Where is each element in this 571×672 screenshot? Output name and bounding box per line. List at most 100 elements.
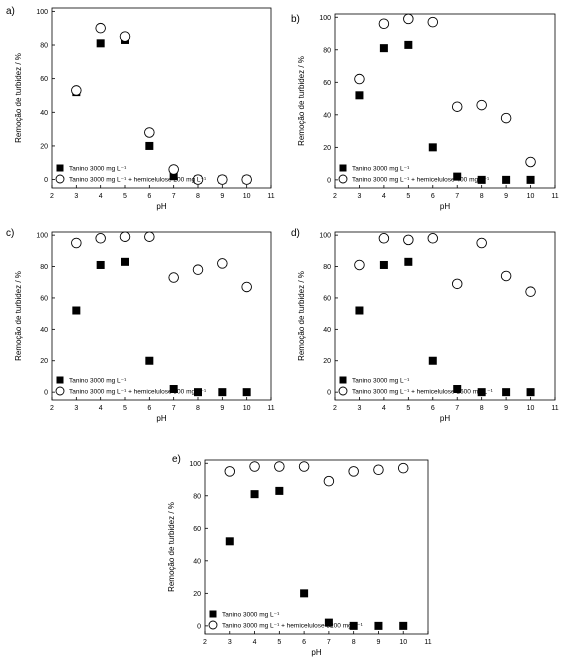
x-tick-label: 10 <box>527 405 535 412</box>
x-tick-label: 10 <box>399 639 407 646</box>
data-point-square <box>502 388 511 397</box>
x-tick-label: 11 <box>424 639 431 646</box>
data-point-square <box>453 172 462 181</box>
legend: Tanino 3000 mg L⁻¹ Tanino 3000 mg L⁻¹ + h… <box>208 610 364 630</box>
series-1 <box>355 257 535 397</box>
legend-label: Tanino 3000 mg L⁻¹ <box>352 166 410 173</box>
legend-marker-square <box>339 376 347 384</box>
legend-marker-square <box>339 164 347 172</box>
data-point-circle <box>119 231 131 242</box>
series-2 <box>224 461 409 487</box>
data-point-square <box>169 385 178 394</box>
data-point-circle <box>525 156 536 168</box>
y-tick-label: 40 <box>323 327 331 334</box>
legend-label: Tanino 3000 mg L⁻¹ <box>222 612 280 619</box>
data-point-circle <box>354 73 365 85</box>
data-point-square <box>145 356 154 365</box>
panel-label: b) <box>291 14 300 25</box>
legend-label: Tanino 3000 mg L⁻¹ + hemicelulose 800 mg… <box>69 389 207 396</box>
panel-label: a) <box>6 6 15 17</box>
y-tick-label: 40 <box>323 112 331 119</box>
data-point-circle <box>525 286 536 297</box>
y-tick-label: 20 <box>323 358 331 365</box>
plot-frame <box>204 459 429 635</box>
data-point-circle <box>168 272 179 283</box>
data-point-circle <box>298 461 310 472</box>
chart-panel-5: e) 2 3 4 5 6 7 8 9 10 11 0 20 40 60 80 100 pH Remoção de t… <box>167 454 432 657</box>
data-point-circle <box>119 31 131 42</box>
series-2 <box>354 233 536 297</box>
data-point-circle <box>378 18 390 30</box>
x-tick-label: 5 <box>277 639 281 646</box>
data-point-circle <box>95 22 106 34</box>
data-point-square <box>428 143 437 152</box>
data-point-square <box>218 388 227 397</box>
x-tick-label: 10 <box>527 193 535 200</box>
y-tick-label: 40 <box>40 110 48 117</box>
data-point-square <box>477 388 486 397</box>
legend-label: Tanino 3000 mg L⁻¹ + hemicelulose 3200 m… <box>222 623 364 630</box>
series-1 <box>72 35 251 184</box>
data-point-circle <box>71 237 82 249</box>
x-axis-title: pH <box>156 202 166 211</box>
y-tick-label: 60 <box>40 295 48 302</box>
x-tick-label: 2 <box>333 405 337 412</box>
x-tick-label: 5 <box>406 405 410 412</box>
legend-label: Tanino 3000 mg L⁻¹ <box>69 166 127 173</box>
x-tick-label: 6 <box>302 639 306 646</box>
series-1 <box>72 257 251 397</box>
data-point-circle <box>397 462 409 474</box>
data-point-circle <box>241 281 252 293</box>
x-tick-label: 10 <box>243 405 251 412</box>
y-axis-title: Remoção de turbidez / % <box>167 502 176 592</box>
x-tick-label: 9 <box>220 405 224 412</box>
x-tick-label: 11 <box>551 193 558 200</box>
data-point-circle <box>403 234 414 246</box>
data-point-circle <box>476 237 487 249</box>
series-1 <box>355 40 535 184</box>
y-tick-label: 100 <box>189 461 201 468</box>
data-point-circle <box>249 461 260 472</box>
series-2 <box>71 231 252 293</box>
x-tick-label: 5 <box>123 405 127 412</box>
y-axis-title: Remoção de turbidez / % <box>297 271 306 361</box>
y-tick-label: 0 <box>327 177 331 184</box>
y-tick-label: 60 <box>40 76 48 83</box>
legend-label: Tanino 3000 mg L⁻¹ + hemicelulose 200 mg… <box>69 177 207 184</box>
legend-marker-circle <box>208 620 218 630</box>
data-point-circle <box>451 278 463 290</box>
x-tick-label: 9 <box>504 193 508 200</box>
data-point-square <box>404 257 413 266</box>
y-tick-label: 80 <box>323 264 331 271</box>
series-2 <box>354 13 536 168</box>
plot-frame <box>334 231 556 401</box>
y-axis-title: Remoção de turbidez / % <box>297 56 306 146</box>
data-point-circle <box>378 233 390 244</box>
chart-panel-3: c) 2 3 4 5 6 7 8 9 10 11 0 20 40 60 80 100 pH Remoção de t… <box>6 228 275 423</box>
x-tick-label: 7 <box>327 639 331 646</box>
x-tick-label: 3 <box>74 193 78 200</box>
x-tick-label: 4 <box>253 639 257 646</box>
x-axis-title: pH <box>156 414 166 423</box>
x-tick-label: 6 <box>431 193 435 200</box>
y-tick-label: 20 <box>193 591 201 598</box>
data-point-square <box>324 618 333 627</box>
y-tick-label: 100 <box>36 233 48 240</box>
data-point-square <box>72 306 81 315</box>
data-point-square <box>300 589 309 598</box>
y-tick-label: 60 <box>323 295 331 302</box>
data-point-square <box>526 388 535 397</box>
y-tick-label: 100 <box>319 15 331 22</box>
legend: Tanino 3000 mg L⁻¹ Tanino 3000 mg L⁻¹ + h… <box>55 376 207 396</box>
data-point-circle <box>71 85 82 96</box>
data-point-circle <box>144 127 155 138</box>
legend-marker-circle <box>338 386 348 396</box>
data-point-square <box>379 260 388 269</box>
data-point-square <box>399 621 408 630</box>
x-tick-label: 3 <box>228 639 232 646</box>
y-tick-label: 40 <box>193 558 201 565</box>
data-point-circle <box>217 258 228 269</box>
data-point-circle <box>274 461 285 472</box>
chart-panel-4: d) 2 3 4 5 6 7 8 9 10 11 0 20 40 60 80 100 pH Remoção de t… <box>291 228 559 423</box>
x-tick-label: 3 <box>357 405 361 412</box>
